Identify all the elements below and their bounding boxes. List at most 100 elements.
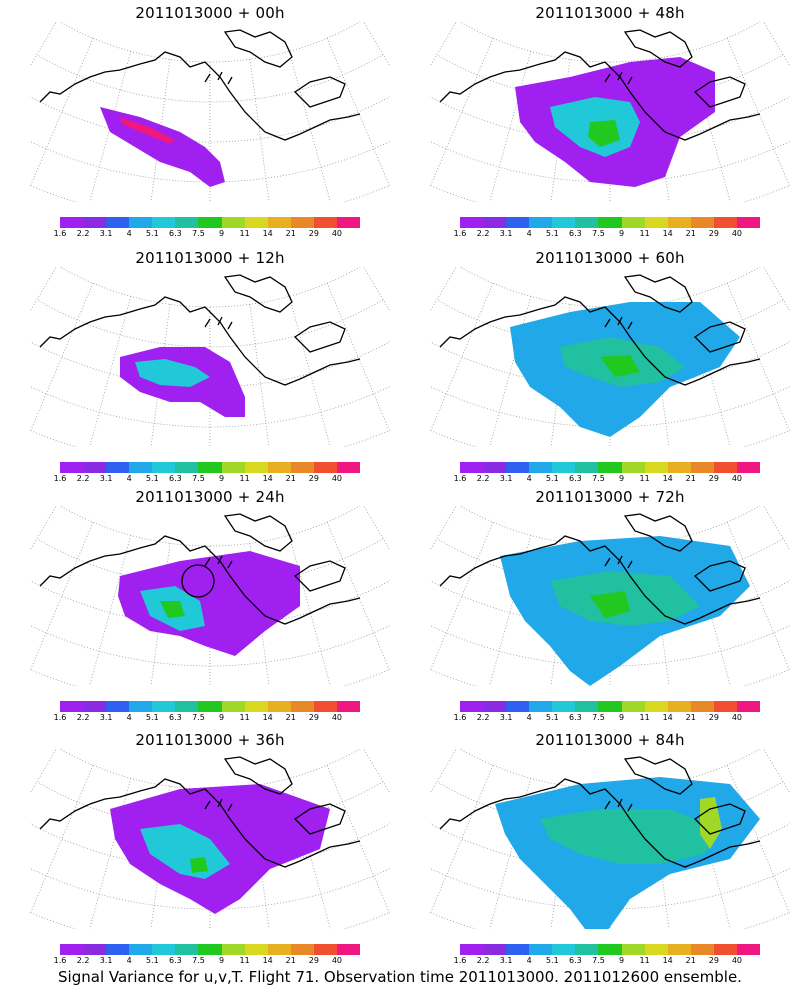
colorbar-swatch — [598, 944, 622, 955]
colorbar-ticks: 1.6 2.2 3.1 4 5.1 6.3 7.5 9 11 14 21 29 40 — [54, 712, 360, 723]
colorbar-swatch — [198, 944, 222, 955]
colorbar-swatch — [83, 462, 107, 473]
colorbar-tick-label: 21 — [685, 229, 696, 238]
variance-map — [30, 506, 390, 686]
colorbar-tick-label: 40 — [331, 229, 343, 238]
variance-contour-region — [160, 601, 185, 618]
colorbar-swatch — [313, 944, 337, 955]
variance-map — [430, 506, 790, 686]
colorbar-swatch — [290, 217, 314, 228]
colorbar-swatch — [244, 701, 268, 712]
colorbar: 1.6 2.2 3.1 4 5.1 6.3 7.5 9 11 14 21 29 40 — [454, 217, 761, 241]
colorbar-swatch — [267, 944, 291, 955]
colorbar-ticks: 1.6 2.2 3.1 4 5.1 6.3 7.5 9 11 14 21 29 40 — [54, 473, 360, 484]
colorbar-swatch — [244, 217, 268, 228]
variance-map — [30, 22, 390, 202]
colorbar-tick-label: 5.1 — [145, 956, 159, 965]
colorbar-tick-label: 5.1 — [145, 713, 159, 722]
colorbar-swatch — [106, 701, 130, 712]
colorbar-swatch — [106, 217, 130, 228]
map-panel: 2011013000 + 84h 1.6 2.2 3.1 4 5.1 6.3 7.5 9 11 14… — [430, 727, 790, 967]
colorbar-swatch — [483, 217, 507, 228]
colorbar-swatches — [60, 462, 361, 473]
colorbar-tick-label: 6.3 — [169, 229, 182, 238]
colorbar-tick-label: 6.3 — [569, 474, 582, 483]
colorbar-tick-label: 21 — [285, 956, 296, 965]
map-panel: 2011013000 + 36h 1.6 2.2 3.1 4 5.1 6.3 7.5 9 11 14… — [30, 727, 390, 967]
colorbar-tick-label: 2.2 — [476, 229, 490, 238]
colorbar-swatch — [552, 701, 576, 712]
colorbar-swatch — [460, 701, 484, 712]
colorbar-tick-label: 14 — [662, 474, 673, 483]
graticule — [30, 267, 390, 447]
colorbar-swatch — [621, 462, 645, 473]
colorbar-tick-label: 3.1 — [99, 474, 113, 483]
colorbar-tick-label: 4 — [526, 956, 532, 965]
colorbar-swatch — [690, 701, 714, 712]
colorbar-swatch — [198, 217, 222, 228]
variance-map — [430, 267, 790, 447]
colorbar-swatch — [336, 462, 361, 473]
colorbar-swatch — [221, 701, 245, 712]
colorbar-swatches — [460, 701, 761, 712]
colorbar-swatches — [60, 217, 361, 228]
colorbar-swatch — [460, 462, 484, 473]
colorbar-swatch — [483, 944, 507, 955]
colorbar-tick-label: 4 — [126, 474, 132, 483]
colorbar-swatch — [175, 701, 199, 712]
colorbar-swatch — [506, 701, 530, 712]
colorbar-swatch — [552, 217, 576, 228]
colorbar-tick-label: 5.1 — [545, 229, 559, 238]
colorbar-swatch — [152, 462, 176, 473]
colorbar-tick-label: 2.2 — [76, 956, 90, 965]
colorbar-tick-label: 5.1 — [145, 474, 159, 483]
colorbar-swatch — [83, 217, 107, 228]
map-panel: 2011013000 + 48h 1.6 2.2 3.1 4 5.1 6.3 7.5 9 11 14… — [430, 0, 790, 240]
colorbar-swatch — [83, 701, 107, 712]
colorbar-tick-label: 2.2 — [476, 474, 490, 483]
colorbar-tick-label: 21 — [285, 474, 296, 483]
colorbar-swatch — [575, 944, 599, 955]
colorbar-swatch — [198, 462, 222, 473]
colorbar-tick-label: 29 — [708, 474, 719, 483]
colorbar-tick-label: 14 — [262, 474, 273, 483]
colorbar-tick-label: 40 — [731, 229, 743, 238]
colorbar-tick-label: 6.3 — [169, 713, 182, 722]
colorbar-swatch — [713, 462, 737, 473]
colorbar-tick-label: 1.6 — [53, 229, 67, 238]
colorbar-swatch — [313, 217, 337, 228]
colorbar-swatches — [460, 944, 761, 955]
variance-contour-region — [540, 809, 720, 864]
colorbar-tick-label: 1.6 — [453, 956, 467, 965]
colorbar-tick-label: 4 — [126, 713, 132, 722]
colorbar-tick-label: 40 — [331, 956, 343, 965]
colorbar-tick-label: 4 — [126, 956, 132, 965]
colorbar-tick-label: 7.5 — [592, 713, 605, 722]
colorbar-swatch — [575, 217, 599, 228]
colorbar-tick-label: 7.5 — [192, 956, 205, 965]
colorbar-swatch — [313, 462, 337, 473]
colorbar-tick-label: 14 — [262, 713, 273, 722]
panel-title: 2011013000 + 00h — [135, 4, 285, 22]
colorbar-swatch — [552, 944, 576, 955]
colorbar-swatch — [667, 217, 691, 228]
colorbar-swatch — [667, 944, 691, 955]
colorbar-swatch — [575, 462, 599, 473]
colorbar-tick-label: 6.3 — [569, 229, 582, 238]
colorbar-tick-label: 5.1 — [545, 956, 559, 965]
colorbar-tick-label: 11 — [639, 713, 650, 722]
colorbar-tick-label: 21 — [685, 956, 696, 965]
colorbar-tick-label: 29 — [708, 956, 719, 965]
colorbar-swatch — [483, 701, 507, 712]
colorbar-swatch — [267, 462, 291, 473]
colorbar-swatch — [290, 701, 314, 712]
colorbar-tick-label: 2.2 — [76, 713, 90, 722]
colorbar-tick-label: 2.2 — [76, 229, 90, 238]
colorbar-swatch — [221, 462, 245, 473]
colorbar-tick-label: 1.6 — [53, 956, 67, 965]
colorbar-tick-label: 9 — [618, 229, 625, 238]
colorbar: 1.6 2.2 3.1 4 5.1 6.3 7.5 9 11 14 21 29 40 — [54, 944, 361, 968]
colorbar-ticks: 1.6 2.2 3.1 4 5.1 6.3 7.5 9 11 14 21 29 40 — [54, 228, 360, 239]
colorbar-tick-label: 6.3 — [169, 956, 182, 965]
colorbar-swatch — [506, 462, 530, 473]
